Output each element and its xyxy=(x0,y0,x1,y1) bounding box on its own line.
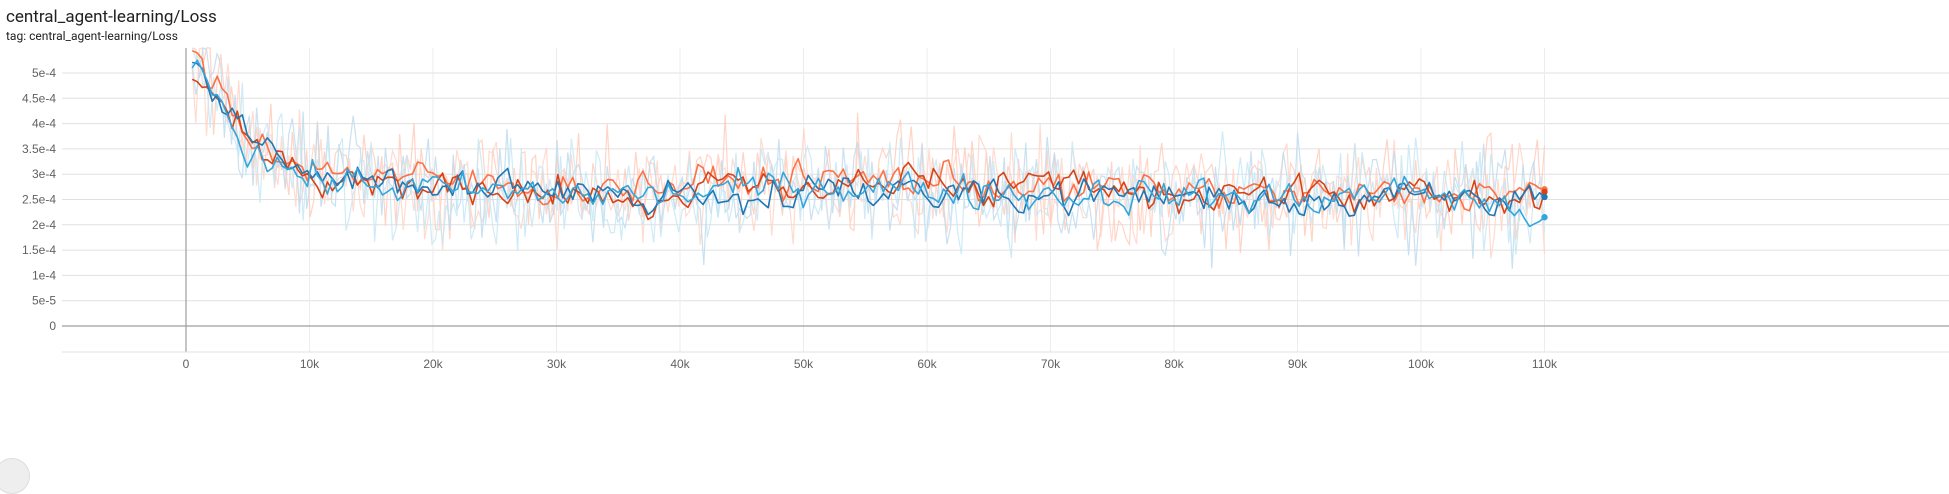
x-tick-label: 0 xyxy=(183,357,190,371)
smoothed-series-line xyxy=(191,61,1546,217)
y-tick-label: 4e-4 xyxy=(32,117,56,131)
x-tick-label: 50k xyxy=(794,357,814,371)
x-tick-label: 30k xyxy=(547,357,567,371)
x-tick-label: 80k xyxy=(1164,357,1184,371)
loss-chart[interactable]: 0 5e-5 1e-4 1.5e-4 2e-4 2.5e-4 3e-4 3.5e-4 4e-4 4… xyxy=(0,0,1949,470)
y-tick-label: 2.5e-4 xyxy=(22,193,56,207)
x-tick-label: 10k xyxy=(300,357,320,371)
smoothed-series-line xyxy=(191,59,1546,228)
expand-chart-button[interactable] xyxy=(0,458,30,494)
tick-labels: 0 5e-5 1e-4 1.5e-4 2e-4 2.5e-4 3e-4 3.5e-4 4e-4 4… xyxy=(22,66,1558,371)
series-end-dot xyxy=(1541,214,1548,221)
x-tick-label: 40k xyxy=(670,357,690,371)
card-header: central_agent-learning/Loss tag: central… xyxy=(6,6,606,44)
y-tick-label: 1.5e-4 xyxy=(22,243,56,257)
series-end-dot xyxy=(1541,193,1548,201)
series-end-markers xyxy=(1541,186,1548,221)
x-tick-label: 90k xyxy=(1288,357,1308,371)
y-tick-label: 5e-5 xyxy=(32,294,56,308)
raw-series-line xyxy=(191,47,1546,259)
y-tick-label: 3e-4 xyxy=(32,167,56,181)
y-tick-label: 4.5e-4 xyxy=(22,91,56,105)
raw-series-line xyxy=(191,47,1546,259)
x-tick-label: 60k xyxy=(917,357,937,371)
chart-axes xyxy=(62,48,1949,353)
y-tick-label: 0 xyxy=(49,319,56,333)
raw-series-layer xyxy=(191,47,1546,269)
x-tick-label: 20k xyxy=(423,357,443,371)
smoothed-series-layer xyxy=(191,49,1546,228)
smoothed-series-line xyxy=(191,49,1545,212)
series-end-dot xyxy=(1541,188,1548,196)
chart-tag: tag: central_agent-learning/Loss xyxy=(6,29,178,43)
y-tick-label: 2e-4 xyxy=(32,218,56,232)
y-tick-label: 5e-4 xyxy=(32,66,56,80)
y-tick-label: 3.5e-4 xyxy=(22,142,56,156)
x-tick-label: 110k xyxy=(1532,357,1558,371)
y-tick-label: 1e-4 xyxy=(32,268,56,282)
chart-title: central_agent-learning/Loss xyxy=(6,7,217,27)
x-tick-label: 100k xyxy=(1408,357,1435,371)
x-tick-label: 70k xyxy=(1041,357,1061,371)
